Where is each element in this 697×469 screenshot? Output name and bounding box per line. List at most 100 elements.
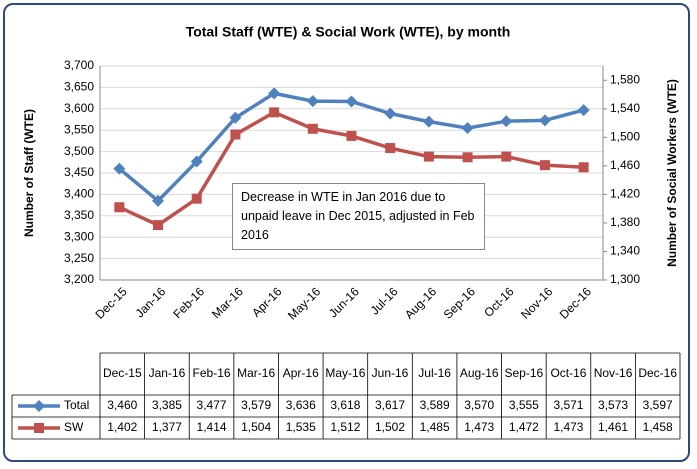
table-cell: 3,617: [375, 398, 405, 412]
marker: [153, 220, 164, 231]
y-tick-label: 3,650: [64, 80, 94, 94]
marker: [501, 151, 512, 162]
chart-frame: [3, 3, 690, 462]
table-cell: 3,618: [330, 398, 360, 412]
table-header: Apr-16: [283, 366, 319, 380]
table-cell: 3,597: [643, 398, 673, 412]
y-tick-label: 3,400: [64, 187, 94, 201]
marker: [500, 115, 513, 128]
x-tick-label: Apr-16: [249, 284, 285, 320]
x-tick-label: Jun-16: [326, 284, 362, 320]
marker: [346, 130, 357, 141]
table-cell: 1,461: [598, 420, 628, 434]
x-tick-label: May-16: [285, 284, 323, 322]
table-cell: 1,473: [553, 420, 583, 434]
marker: [385, 143, 396, 154]
table-cell: 1,472: [509, 420, 539, 434]
table-cell: 1,377: [152, 420, 182, 434]
legend-marker: [33, 400, 45, 412]
annotation: Decrease in WTE in Jan 2016 due to unpai…: [232, 183, 485, 250]
table-header: Aug-16: [460, 366, 499, 380]
x-tick-label: Feb-16: [170, 284, 207, 321]
marker: [307, 123, 318, 134]
marker: [113, 162, 126, 175]
x-tick-label: Oct-16: [481, 284, 517, 320]
y-tick-label: 3,500: [64, 144, 94, 158]
marker: [269, 107, 280, 118]
x-tick-label: Jul-16: [368, 284, 401, 317]
chart-title: Total Staff (WTE) & Social Work (WTE), b…: [186, 24, 511, 40]
marker: [345, 95, 358, 108]
y-tick-label: 3,250: [64, 251, 94, 265]
marker: [268, 87, 281, 100]
x-tick-label: Dec-15: [92, 284, 129, 321]
y2-tick-label: 1,300: [610, 272, 640, 286]
table-header: Mar-16: [237, 366, 275, 380]
marker: [384, 107, 397, 120]
x-tick-label: Dec-16: [557, 284, 594, 321]
x-tick-label: Sep-16: [441, 284, 478, 321]
table-header: Jun-16: [372, 366, 409, 380]
table-cell: 3,555: [509, 398, 539, 412]
y-tick-label: 3,550: [64, 122, 94, 136]
table-cell: 3,636: [286, 398, 316, 412]
table-cell: 1,512: [330, 420, 360, 434]
y2-tick-label: 1,420: [610, 187, 640, 201]
table-cell: 3,460: [107, 398, 137, 412]
table-cell: 1,414: [197, 420, 227, 434]
marker: [422, 115, 435, 128]
table-cell: 3,477: [197, 398, 227, 412]
table-cell: 3,385: [152, 398, 182, 412]
marker: [539, 160, 550, 171]
x-tick-label: Aug-16: [402, 284, 439, 321]
y2-axis-title: Number of Social Workers (WTE): [665, 79, 679, 267]
table-cell: 3,579: [241, 398, 271, 412]
y-tick-label: 3,200: [64, 272, 94, 286]
marker: [577, 104, 590, 117]
marker: [152, 194, 165, 207]
table-header: May-16: [325, 366, 365, 380]
y-tick-label: 3,700: [64, 58, 94, 72]
table-header: Feb-16: [193, 366, 231, 380]
table-header: Nov-16: [594, 366, 633, 380]
marker: [114, 202, 125, 213]
y-tick-label: 3,350: [64, 208, 94, 222]
table-cell: 3,571: [553, 398, 583, 412]
legend-label: SW: [64, 420, 84, 434]
table-cell: 3,570: [464, 398, 494, 412]
table-header: Sep-16: [504, 366, 543, 380]
table-cell: 3,573: [598, 398, 628, 412]
y2-tick-label: 1,460: [610, 158, 640, 172]
table-cell: 3,589: [420, 398, 450, 412]
marker: [230, 129, 241, 140]
table-cell: 1,485: [420, 420, 450, 434]
x-tick-label: Nov-16: [518, 284, 555, 321]
y2-tick-label: 1,500: [610, 130, 640, 144]
table-cell: 1,535: [286, 420, 316, 434]
table-header: Oct-16: [550, 366, 586, 380]
marker: [461, 122, 474, 135]
marker: [190, 155, 203, 168]
marker: [191, 193, 202, 204]
marker: [306, 95, 319, 108]
marker: [229, 111, 242, 124]
marker: [462, 152, 473, 163]
x-tick-label: Mar-16: [209, 284, 246, 321]
y-tick-label: 3,600: [64, 101, 94, 115]
table-header: Jul-16: [418, 366, 451, 380]
table-cell: 1,402: [107, 420, 137, 434]
y-axis-title: Number of Staff (WTE): [22, 109, 36, 237]
y-tick-label: 3,300: [64, 229, 94, 243]
table-header: Dec-16: [638, 366, 677, 380]
table-cell: 1,458: [643, 420, 673, 434]
x-tick-label: Jan-16: [133, 284, 169, 320]
legend-label: Total: [64, 398, 89, 412]
y2-tick-label: 1,340: [610, 244, 640, 258]
y2-tick-label: 1,540: [610, 101, 640, 115]
table-cell: 1,504: [241, 420, 271, 434]
y2-tick-label: 1,580: [610, 72, 640, 86]
table-header: Jan-16: [149, 366, 186, 380]
marker: [423, 151, 434, 162]
table-cell: 1,473: [464, 420, 494, 434]
